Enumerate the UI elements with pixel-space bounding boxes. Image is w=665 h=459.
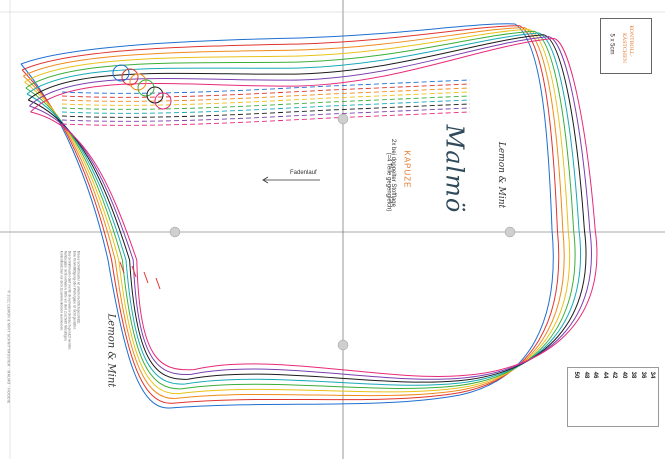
brand-logo-bottom: Lemon & Mint (105, 313, 117, 388)
ring (112, 64, 130, 82)
legend-label-50: 50 (573, 371, 579, 379)
seam-line-42 (61, 95, 471, 110)
seam-line-38 (61, 87, 471, 102)
ring (154, 92, 172, 110)
seam-line-50 (61, 111, 471, 126)
seam-allowance-lines (61, 79, 471, 126)
registration-marks (169, 113, 516, 351)
ring (121, 68, 139, 86)
pattern-name: Malmö (440, 124, 469, 214)
copyright-line: © 2021 LEMON & MINT SCHNITTMUSTER · MALM… (6, 290, 11, 404)
size-legend: 34 36 38 40 42 44 46 48 50 (567, 367, 659, 427)
legend-label-40: 40 (620, 371, 627, 379)
size-outline-44 (26, 32, 581, 386)
footnote-line: Eine Vervielfältigung oder Weitergabe is… (72, 250, 77, 330)
brand-logo-top: Lemon & Mint (496, 141, 507, 209)
seam-line-40 (61, 91, 471, 106)
seam-line-44 (61, 99, 471, 114)
size-outline-42 (25, 30, 576, 390)
seam-line-34 (61, 79, 471, 94)
size-outlines (20, 23, 598, 409)
notch-marks (119, 261, 161, 290)
mark (169, 226, 181, 238)
control-square-title-1: KONTROLL- (627, 25, 634, 57)
footnote-block: Dieses Schnittmuster ist urheberrechtlic… (59, 250, 81, 451)
grain-label: Fadenlauf (290, 170, 317, 176)
grain-arrow (262, 176, 320, 184)
control-square-size: 5 x 5cm (608, 33, 615, 55)
seam-line-48 (61, 107, 471, 122)
mark (337, 339, 349, 351)
footnote-line: Kontrollkästchen vor dem Zusammenkleben … (59, 250, 64, 332)
legend-label-36: 36 (639, 371, 646, 379)
footnote-line: Dieses Schnittmuster ist urheberrechtlic… (76, 250, 81, 325)
size-outline-50 (30, 37, 598, 377)
footnote-line: Das Schnittmuster darf nur für den priva… (68, 250, 73, 351)
size-outline-48 (29, 36, 592, 380)
seam-line-46 (61, 103, 471, 118)
size-outline-40 (24, 28, 571, 395)
piece-line-2: (=4 Teile gegengleich) (385, 152, 392, 212)
mark (337, 113, 349, 125)
size-outline-38 (23, 27, 565, 399)
seam-line-36 (61, 83, 471, 98)
piece-name: KAPUZE (402, 150, 412, 189)
size-outline-34 (20, 23, 554, 409)
legend-label-42: 42 (611, 371, 617, 379)
footnote-line: Nahtzugabe nicht enthalten. Bitte vor de… (63, 250, 68, 342)
control-square-title-2: KÄSTCHEN (621, 32, 628, 64)
alignment-rings (112, 64, 172, 110)
legend-label-46: 46 (592, 371, 598, 379)
size-outline-36 (21, 25, 560, 404)
legend-label-44: 44 (601, 371, 608, 379)
size-outline-46 (27, 34, 587, 383)
ring (137, 79, 155, 97)
legend-label-34: 34 (649, 371, 655, 379)
mark (504, 226, 516, 238)
legend-label-38: 38 (630, 371, 636, 379)
legend-label-48: 48 (582, 371, 589, 379)
control-square: KONTROLL- KÄSTCHEN 5 x 5cm (600, 18, 652, 74)
